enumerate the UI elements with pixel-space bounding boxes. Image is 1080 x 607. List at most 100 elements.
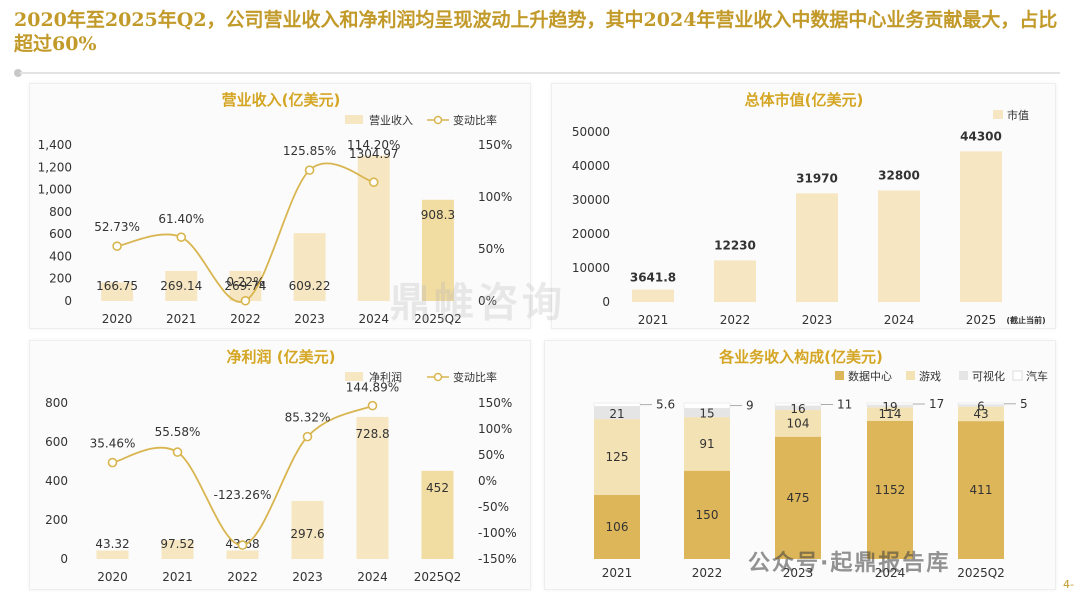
net-profit-chart: 净利润 (亿美元) 净利润 变动比率 800 600 400 200 0 150% 100% 50%… xyxy=(45,348,517,584)
stacked-segment xyxy=(594,494,640,559)
y-right-tick-label: 150% xyxy=(478,138,512,152)
stacked-segment xyxy=(958,406,1004,422)
x-tick-label: 2023 xyxy=(783,566,814,580)
bar xyxy=(293,233,326,301)
watermark-text: 鼎帷咨询 xyxy=(390,280,566,326)
x-tick-label: 2025Q2 xyxy=(414,570,462,584)
segment-value-label: 106 xyxy=(606,520,629,534)
y-left-tick-label: 400 xyxy=(49,249,72,263)
bar xyxy=(796,193,838,302)
x-tick-label: 2022 xyxy=(720,313,751,327)
ratio-label: 35.46% xyxy=(90,437,136,451)
y-right-tick-label: 100% xyxy=(478,190,512,204)
headline-divider xyxy=(20,72,1060,74)
bar xyxy=(356,416,389,559)
ratio-label: 52.73% xyxy=(94,220,140,234)
x-tick-label: 2021 xyxy=(166,312,197,326)
segment-value-label: 150 xyxy=(696,508,719,522)
ratio-point xyxy=(368,177,379,188)
y-left-tick-label: 400 xyxy=(45,474,68,488)
x-tick-label: 2023 xyxy=(294,312,325,326)
bar xyxy=(96,550,129,559)
wechat-watermark: 公众号·起鼎报告库 xyxy=(748,551,951,576)
legend-swatch xyxy=(959,371,968,380)
y-left-tick-label: 200 xyxy=(45,513,68,527)
stacked-segment xyxy=(594,406,640,420)
x-tick-label: 2025Q2 xyxy=(414,312,462,326)
segment-value-label: 5 xyxy=(1020,397,1028,411)
y-left-tick-label: 1,200 xyxy=(38,160,72,174)
y-tick-label: 0 xyxy=(602,295,610,309)
bar-value-label: 452 xyxy=(426,481,449,495)
ratio-point xyxy=(107,457,118,468)
headline-bullet xyxy=(14,69,22,77)
legend-swatch xyxy=(1012,370,1023,381)
stacked-segment xyxy=(867,407,913,421)
segment-value-label: 17 xyxy=(929,397,944,411)
y-tick-label: 30000 xyxy=(572,193,610,207)
y-tick-label: 40000 xyxy=(572,159,610,173)
page-headline: 2020年至2025年Q2，公司营业收入和净利润均呈现波动上升趋势，其中2024… xyxy=(14,9,1058,55)
x-tick-label: 2023 xyxy=(292,570,323,584)
bar-value-label: 1304.97 xyxy=(349,147,399,161)
legend-swatch xyxy=(906,371,915,380)
bar-value-label: 297.6 xyxy=(290,527,324,541)
chart-title: 总体市值(亿美元) xyxy=(745,91,864,109)
segment-value-label: 5.6 xyxy=(656,398,675,412)
x-tick-label: 2020 xyxy=(97,570,128,584)
ratio-point xyxy=(304,165,315,175)
y-tick-label: 50000 xyxy=(572,125,610,139)
y-right-tick-label: -150% xyxy=(478,552,517,566)
segment-value-label: 114 xyxy=(879,407,902,421)
y-right-tick-label: 150% xyxy=(478,396,512,410)
bar xyxy=(291,500,324,559)
bar-value-label: 32800 xyxy=(878,168,920,182)
chart-title: 营业收入(亿美元) xyxy=(222,91,341,109)
ratio-point xyxy=(302,431,313,442)
y-right-tick-label: -100% xyxy=(478,526,517,540)
bar-value-label: 728.8 xyxy=(355,427,389,441)
segment-value-label: 21 xyxy=(609,407,624,421)
x-tick-label: 2022 xyxy=(692,566,723,580)
x-tick-label: 2023 xyxy=(802,313,833,327)
ratio-label: 55.58% xyxy=(155,425,201,439)
x-tick-label: 2024 xyxy=(357,570,388,584)
y-left-tick-label: 1,400 xyxy=(38,138,72,152)
x-tick-note: (截止当前) xyxy=(1006,315,1045,325)
x-tick-label: 2021 xyxy=(162,570,193,584)
stacked-segment xyxy=(867,420,913,559)
ratio-point xyxy=(172,447,183,457)
ratio-label: 61.40% xyxy=(158,212,204,226)
x-tick-label: 2024 xyxy=(358,312,389,326)
chart-title: 各业务收入构成(亿美元) xyxy=(718,348,883,366)
legend-label-bar: 净利润 xyxy=(369,370,402,384)
revenue-chart: 营业收入(亿美元) 营业收入 变动比率 1,400 1,200 1,000 800 600 40… xyxy=(38,91,513,326)
bar-value-label: 609.22 xyxy=(289,279,331,293)
x-tick-label: 2025 xyxy=(966,313,997,327)
x-tick-label: 2024 xyxy=(875,566,906,580)
bar xyxy=(632,289,674,302)
page-number: 4- xyxy=(1063,578,1074,591)
y-left-tick-label: 0 xyxy=(60,552,68,566)
y-right-tick-label: 50% xyxy=(478,448,505,462)
y-left-tick-label: 600 xyxy=(49,227,72,241)
bar xyxy=(878,190,920,302)
legend-marker-line xyxy=(433,372,443,382)
x-tick-label: 2022 xyxy=(230,312,261,326)
segment-value-label: 125 xyxy=(606,450,629,464)
y-right-tick-label: -50% xyxy=(478,500,509,514)
stacked-segment xyxy=(594,419,640,495)
bar-value-label: 44300 xyxy=(960,129,1002,143)
x-tick-label: 2021 xyxy=(602,566,633,580)
stacked-segment xyxy=(867,405,913,408)
x-tick-label: 2025Q2 xyxy=(957,566,1005,580)
y-left-tick-label: 800 xyxy=(49,205,72,219)
y-right-tick-label: 50% xyxy=(478,242,505,256)
ratio-label: -123.26% xyxy=(214,488,272,502)
net-profit-chart-panel: 净利润 (亿美元) 净利润 变动比率 800 600 400 200 0 150% 100% 50%… xyxy=(29,340,531,590)
segment-value-label: 9 xyxy=(746,399,754,413)
stacked-segment xyxy=(958,404,1004,407)
ratio-line xyxy=(112,404,373,546)
revenue-chart-panel: 营业收入(亿美元) 营业收入 变动比率 1,400 1,200 1,000 800 600 40… xyxy=(29,83,531,329)
y-tick-label: 10000 xyxy=(572,261,610,275)
